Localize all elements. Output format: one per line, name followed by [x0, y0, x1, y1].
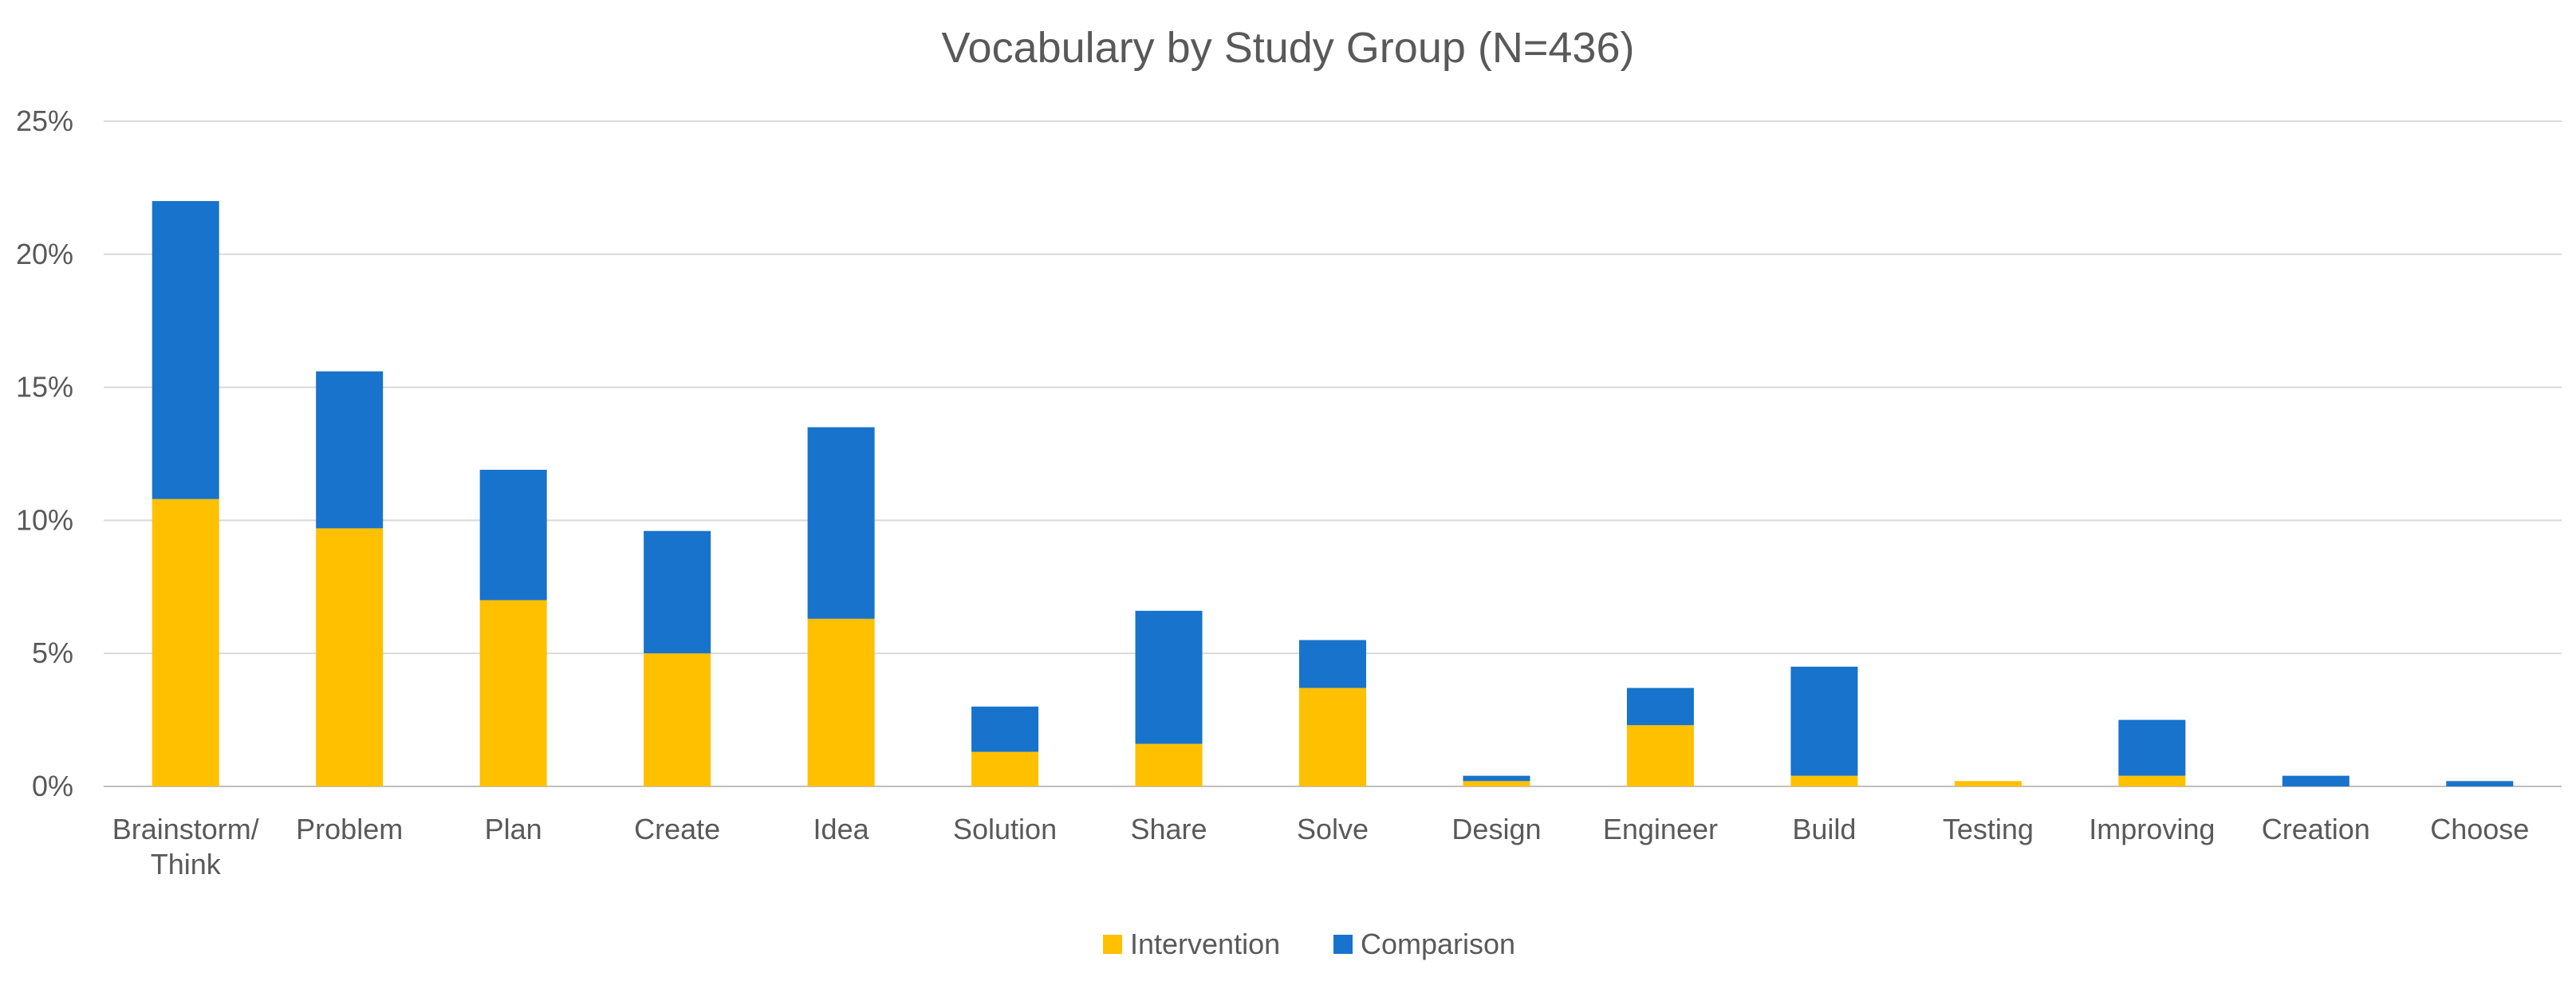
bar-comparison-4: [807, 427, 875, 619]
bar-intervention-5: [971, 751, 1039, 786]
legend-label-intervention: Intervention: [1130, 928, 1280, 960]
bar-intervention-10: [1790, 775, 1858, 786]
bar-comparison-7: [1299, 640, 1366, 688]
bar-intervention-9: [1626, 725, 1694, 786]
bar-intervention-11: [1954, 781, 2022, 786]
y-tick-label: 15%: [16, 371, 73, 404]
y-axis-ticks: 0% 5% 10% 15% 20% 25%: [16, 104, 73, 802]
x-tick-label: Plan: [485, 813, 542, 845]
bar-comparison-5: [971, 706, 1039, 752]
bar-comparison-3: [644, 530, 711, 654]
x-tick-label: Improving: [2089, 813, 2215, 845]
bar-comparison-12: [2118, 719, 2186, 776]
legend-swatch-comparison: [1333, 935, 1353, 954]
bar-comparison-9: [1626, 687, 1694, 726]
x-tick-label: Solve: [1297, 813, 1369, 845]
bar-intervention-6: [1135, 743, 1203, 786]
bar-comparison-10: [1790, 666, 1858, 776]
y-tick-label: 5%: [32, 636, 73, 669]
bar-comparison-2: [479, 470, 547, 601]
bar-comparison-6: [1135, 610, 1203, 744]
y-tick-label: 0%: [32, 770, 73, 802]
y-tick-label: 25%: [16, 104, 73, 137]
bar-comparison-14: [2446, 781, 2514, 786]
bar-intervention-1: [316, 528, 384, 786]
chart-title: Vocabulary by Study Group (N=436): [942, 24, 1635, 72]
bar-intervention-3: [644, 653, 711, 786]
x-tick-label: Solution: [953, 813, 1057, 845]
bar-comparison-0: [152, 201, 219, 499]
bars: [152, 201, 2514, 786]
bar-comparison-13: [2282, 775, 2350, 786]
x-tick-label: Problem: [296, 813, 403, 845]
x-tick-label: Share: [1130, 813, 1207, 845]
bar-comparison-8: [1463, 775, 1530, 782]
bar-intervention-2: [479, 600, 547, 786]
legend-label-comparison: Comparison: [1361, 928, 1515, 960]
x-tick-label: Engineer: [1603, 813, 1718, 845]
x-tick-label: Creation: [2262, 813, 2370, 845]
x-tick-label: Testing: [1943, 813, 2034, 845]
x-tick-label: Think: [151, 848, 222, 881]
bar-intervention-4: [807, 618, 875, 786]
legend: Intervention Comparison: [1103, 928, 1515, 960]
y-tick-label: 20%: [16, 238, 73, 270]
x-tick-label: Create: [634, 813, 720, 845]
bar-comparison-1: [316, 371, 384, 529]
x-tick-label: Choose: [2430, 813, 2529, 845]
x-tick-label: Build: [1792, 813, 1856, 845]
x-tick-label: Design: [1451, 813, 1541, 845]
y-tick-label: 10%: [16, 503, 73, 536]
bar-intervention-12: [2118, 775, 2186, 786]
bar-intervention-8: [1463, 781, 1530, 786]
x-tick-label: Idea: [813, 813, 870, 845]
bar-intervention-7: [1299, 687, 1366, 786]
x-axis-ticks: Brainstorm/Think Problem Plan Create Idea Sol…: [112, 813, 2530, 881]
bar-intervention-0: [152, 498, 219, 786]
legend-swatch-intervention: [1103, 935, 1122, 954]
x-tick-label: Brainstorm/: [112, 813, 259, 845]
